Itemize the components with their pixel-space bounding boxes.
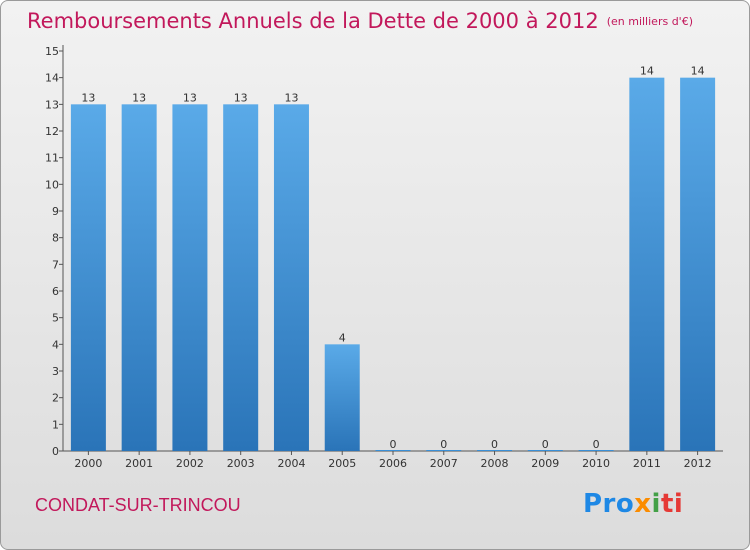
bar-2008: [477, 450, 513, 451]
proxiti-logo: Proxiti: [583, 489, 683, 519]
bar-2001: [121, 104, 157, 451]
bar-2006: [375, 450, 411, 451]
value-label-2006: 0: [390, 438, 397, 451]
value-label-2009: 0: [542, 438, 549, 451]
location-name: CONDAT-SUR-TRINCOU: [35, 495, 241, 515]
bar-2002: [172, 104, 208, 451]
value-label-2008: 0: [491, 438, 498, 451]
x-tick-label-2005: 2005: [328, 457, 356, 470]
x-tick-label-2000: 2000: [74, 457, 102, 470]
y-tick-label-4: 4: [52, 338, 59, 351]
x-tick-label-2001: 2001: [125, 457, 153, 470]
y-tick-label-10: 10: [45, 178, 59, 191]
y-tick-label-15: 15: [45, 45, 59, 58]
value-label-2007: 0: [440, 438, 447, 451]
bar-2005: [324, 344, 360, 451]
logo-part-ti: ti: [660, 489, 684, 519]
x-tick-label-2008: 2008: [481, 457, 509, 470]
bar-2000: [70, 104, 106, 451]
value-label-2000: 13: [81, 91, 95, 104]
title-unit: (en milliers d'€): [606, 15, 693, 28]
x-tick-label-2012: 2012: [684, 457, 712, 470]
y-tick-label-9: 9: [52, 205, 59, 218]
logo-part-x: x: [634, 489, 652, 519]
x-tick-label-2004: 2004: [277, 457, 305, 470]
y-tick-label-12: 12: [45, 125, 59, 138]
x-tick-label-2007: 2007: [430, 457, 458, 470]
x-tick-label-2002: 2002: [176, 457, 204, 470]
value-label-2004: 13: [284, 91, 298, 104]
logo-part-i: i: [651, 489, 661, 519]
value-label-2001: 13: [132, 91, 146, 104]
x-tick-label-2003: 2003: [227, 457, 255, 470]
x-tick-label-2011: 2011: [633, 457, 661, 470]
x-tick-label-2010: 2010: [582, 457, 610, 470]
x-tick-label-2009: 2009: [531, 457, 559, 470]
y-tick-label-5: 5: [52, 312, 59, 325]
y-tick-label-1: 1: [52, 418, 59, 431]
y-tick-label-6: 6: [52, 285, 59, 298]
title-text: Remboursements Annuels de la Dette de 20…: [27, 9, 599, 33]
y-tick-label-0: 0: [52, 445, 59, 458]
y-tick-label-13: 13: [45, 98, 59, 111]
y-tick-label-14: 14: [45, 72, 59, 85]
bars: 13 13 13 13 13 4 0 0 0 0 0 14 14: [70, 65, 716, 452]
bar-2004: [273, 104, 309, 451]
logo-part-pro: Pro: [583, 489, 635, 519]
bar-2012: [680, 77, 716, 452]
value-label-2002: 13: [183, 91, 197, 104]
y-tick-label-7: 7: [52, 258, 59, 271]
x-tick-label-2006: 2006: [379, 457, 407, 470]
chart-title: Remboursements Annuels de la Dette de 20…: [27, 9, 693, 33]
bar-2011: [629, 77, 665, 452]
y-tick-label-11: 11: [45, 152, 59, 165]
value-label-2010: 0: [593, 438, 600, 451]
value-label-2011: 14: [640, 65, 654, 78]
value-label-2005: 4: [339, 331, 346, 344]
y-tick-label-2: 2: [52, 392, 59, 405]
y-tick-label-8: 8: [52, 232, 59, 245]
bar-2003: [223, 104, 259, 451]
value-label-2012: 14: [691, 65, 705, 78]
value-label-2003: 13: [234, 91, 248, 104]
bar-2009: [527, 450, 563, 451]
bar-2007: [426, 450, 462, 451]
y-tick-label-3: 3: [52, 365, 59, 378]
bar-2010: [578, 450, 614, 451]
